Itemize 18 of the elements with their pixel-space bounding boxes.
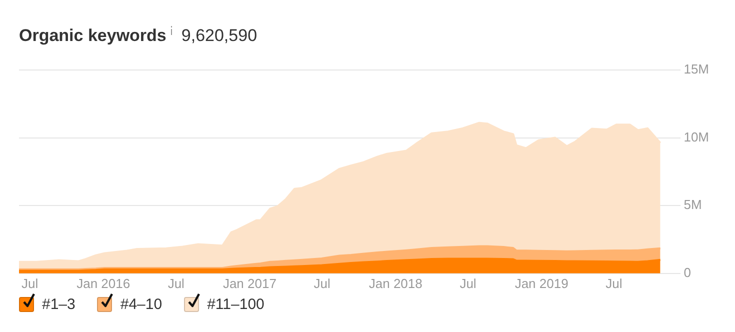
x-tick-label: Jul: [606, 276, 622, 291]
y-tick-label: 5M: [684, 197, 702, 212]
x-tick-label: Jan 2016: [76, 276, 130, 291]
y-tick-label: 10M: [684, 129, 710, 144]
legend-label: #11–100: [207, 296, 264, 313]
x-tick-label: Jul: [314, 276, 330, 291]
legend-label: #1–3: [42, 296, 76, 313]
legend-label: #4–10: [120, 296, 162, 313]
x-tick-label: Jan 2017: [222, 276, 276, 291]
chart-title: Organic keywords: [19, 26, 166, 45]
y-tick-label: 15M: [684, 62, 710, 77]
x-tick-label: Jul: [460, 276, 476, 291]
x-tick-label: Jul: [21, 276, 38, 291]
y-tick-label: 0: [684, 264, 691, 280]
x-tick-label: Jan 2018: [368, 276, 422, 291]
x-tick-label: Jan 2019: [514, 276, 568, 291]
x-tick-label: Jul: [168, 276, 185, 291]
chart-subtitle: 9,620,590: [181, 26, 258, 45]
